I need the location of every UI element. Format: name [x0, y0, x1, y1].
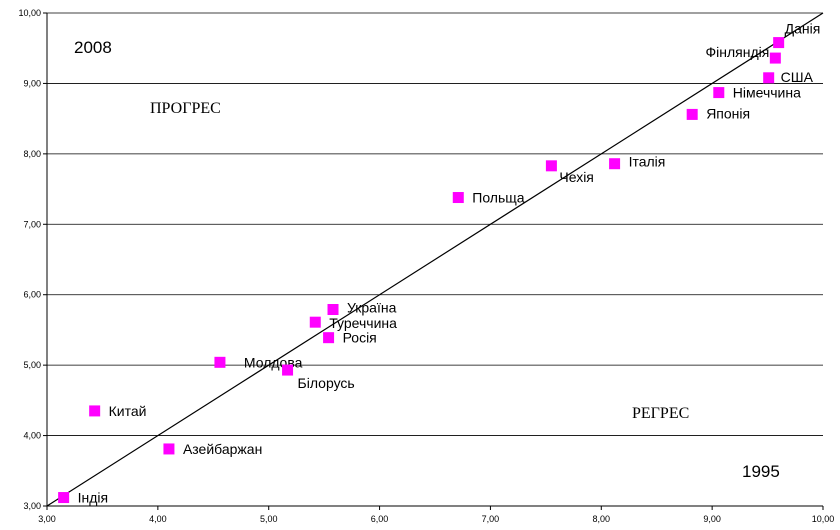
x-tick-labels: 3,00 4,00 5,00 6,00 7,00 8,00 9,00 10,00 [38, 506, 834, 524]
y-tick-label: 8,00 [23, 149, 41, 159]
x-tick-label: 5,00 [260, 514, 278, 524]
y-tick-labels: 3,00 4,00 5,00 6,00 7,00 8,00 9,00 10,00 [18, 8, 47, 511]
data-point-label: Китай [109, 403, 147, 419]
data-point-marker [58, 492, 70, 504]
data-point-marker [163, 443, 175, 455]
data-point-marker [773, 37, 785, 49]
data-point-label: Італія [629, 154, 666, 170]
data-point-marker [89, 405, 101, 417]
data-point-marker [323, 332, 335, 344]
data-point-marker [214, 356, 226, 368]
y-tick-label: 6,00 [23, 290, 41, 300]
y-tick-label: 9,00 [23, 78, 41, 88]
x-tick-label: 9,00 [703, 514, 721, 524]
data-point-label: Польща [472, 190, 525, 206]
data-point-label: Японія [706, 105, 750, 121]
progress-label: ПРОГРЕС [150, 100, 221, 117]
regress-label: РЕГРЕС [632, 405, 689, 422]
x-tick-label: 3,00 [38, 514, 56, 524]
data-point-label: Німеччина [733, 85, 801, 101]
x-tick-label: 7,00 [482, 514, 500, 524]
data-point-label: Туреччина [329, 315, 397, 331]
data-point-label: Індія [78, 490, 108, 506]
y-tick-label: 3,00 [23, 501, 41, 511]
y-tick-label: 7,00 [23, 219, 41, 229]
data-point-marker [327, 304, 339, 316]
gridlines [47, 12, 823, 436]
x-tick-label: 10,00 [812, 514, 835, 524]
diagonal-line [46, 12, 824, 507]
data-point-label: Азейбаржан [183, 441, 262, 457]
axes [46, 13, 823, 507]
data-point-marker [309, 316, 321, 328]
data-point-label: Данія [785, 21, 821, 37]
data-point-label: Чехія [559, 169, 594, 185]
y-tick-label: 5,00 [23, 360, 41, 370]
year-1995-label: 1995 [742, 462, 780, 481]
data-point-marker [769, 52, 781, 64]
data-point-marker [452, 192, 464, 204]
data-point-label: Молдова [244, 354, 303, 370]
year-2008-label: 2008 [74, 38, 112, 57]
data-point-label: Росія [343, 330, 377, 346]
data-point-marker [763, 72, 775, 84]
data-point-label: Україна [347, 300, 397, 316]
data-point-marker [282, 364, 294, 376]
data-point-label: Фінляндія [706, 44, 770, 60]
data-point-label: США [781, 69, 814, 85]
x-tick-label: 6,00 [371, 514, 389, 524]
y-tick-label: 4,00 [23, 431, 41, 441]
data-point-marker [609, 158, 621, 170]
y-tick-label: 10,00 [18, 8, 41, 18]
data-point-label: Білорусь [298, 375, 355, 391]
data-point-marker [713, 87, 725, 99]
x-tick-label: 4,00 [149, 514, 167, 524]
data-point-marker [686, 108, 698, 120]
data-point-marker [545, 160, 557, 172]
x-tick-label: 8,00 [593, 514, 611, 524]
